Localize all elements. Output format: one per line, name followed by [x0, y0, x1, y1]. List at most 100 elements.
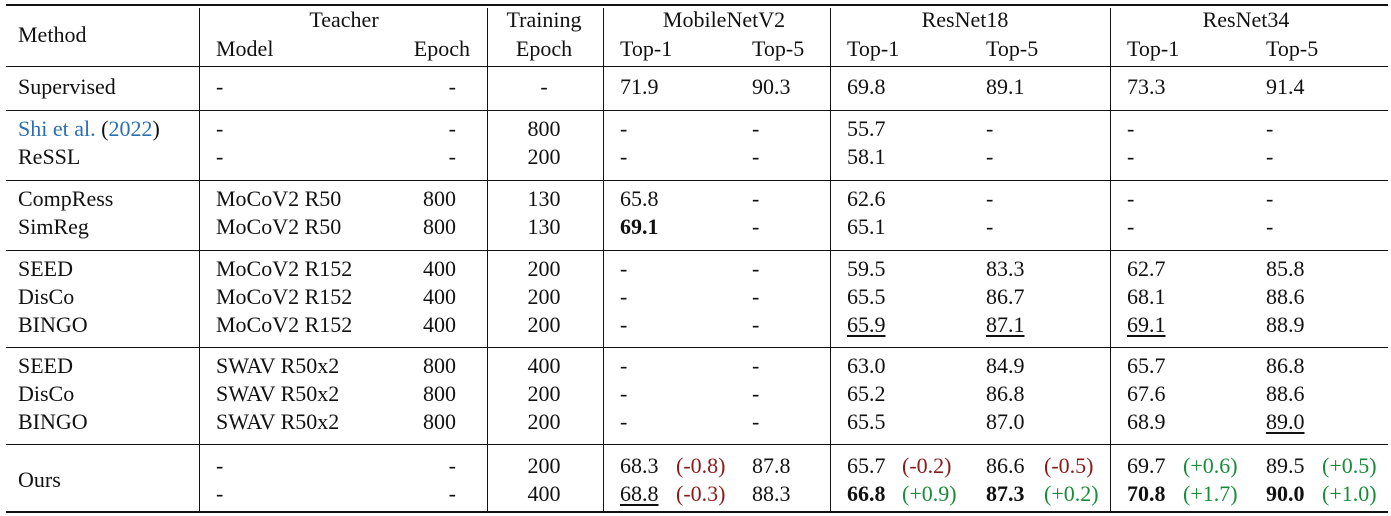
method-name: ReSSL: [18, 144, 81, 169]
training-epoch: 200: [527, 312, 561, 337]
header-top1: Top-1: [620, 36, 673, 61]
resnet34-top1-value: -: [1127, 144, 1135, 169]
method-name: SEED: [18, 256, 73, 281]
bottom-rule: [6, 511, 1388, 513]
header-resnet34: ResNet34: [1202, 7, 1290, 32]
resnet18-top1-value: 63.0: [847, 353, 886, 378]
resnet18-top1-value: 65.9: [847, 312, 886, 337]
training-epoch: 130: [527, 186, 561, 211]
delta-value: (+1.7): [1183, 481, 1238, 506]
teacher-epoch: 800: [423, 381, 456, 406]
teacher-model: MoCoV2 R152: [216, 312, 353, 337]
mobilenetv2-top5-value: -: [752, 116, 760, 141]
delta-value: (+0.2): [1044, 481, 1099, 506]
teacher-epoch: -: [448, 116, 456, 141]
mobilenetv2-top5-value: 90.3: [752, 74, 791, 99]
resnet34-top5-value: 89.0: [1266, 409, 1305, 434]
resnet34-top1-value: -: [1127, 214, 1135, 239]
resnet18-top5-value: 84.9: [986, 353, 1025, 378]
method-name: SimReg: [18, 214, 89, 239]
group-divider: [6, 180, 1388, 181]
column-divider: [487, 8, 488, 513]
mobilenetv2-top1-value: -: [620, 116, 628, 141]
resnet18-top1-value: 65.2: [847, 381, 886, 406]
resnet18-top1-value: 65.5: [847, 284, 886, 309]
delta-value: (+0.9): [902, 481, 957, 506]
training-epoch: 400: [527, 353, 561, 378]
teacher-epoch: 400: [423, 256, 456, 281]
teacher-epoch: 800: [423, 186, 456, 211]
teacher-model: -: [216, 144, 224, 169]
method-name: DisCo: [18, 284, 75, 309]
resnet18-top5-value: -: [986, 144, 994, 169]
header-resnet18: ResNet18: [921, 7, 1009, 32]
mobilenetv2-top1-value: -: [620, 256, 628, 281]
group-divider: [6, 347, 1388, 348]
mobilenetv2-top1-value: 68.8: [620, 481, 659, 506]
citation-year[interactable]: 2022: [108, 116, 153, 141]
resnet18-top1-value: 62.6: [847, 186, 886, 211]
resnet34-top5-value: -: [1266, 186, 1274, 211]
resnet18-top1-value: 65.7: [847, 453, 886, 478]
column-divider: [1110, 8, 1111, 513]
mobilenetv2-top5-value: -: [752, 214, 760, 239]
resnet18-top5-value: -: [986, 214, 994, 239]
resnet34-top5-value: -: [1266, 116, 1274, 141]
resnet34-top5-value: 85.8: [1266, 256, 1305, 281]
resnet18-top5-value: 83.3: [986, 256, 1025, 281]
header-model: Model: [216, 36, 274, 61]
resnet18-top1-value: 58.1: [847, 144, 886, 169]
mobilenetv2-top5-value: -: [752, 256, 760, 281]
resnet34-top5-value: 89.5: [1266, 453, 1305, 478]
teacher-epoch: 800: [423, 214, 456, 239]
group-divider: [6, 250, 1388, 251]
teacher-model: -: [216, 74, 224, 99]
resnet18-top5-value: -: [986, 186, 994, 211]
header-top5: Top-5: [752, 36, 805, 61]
delta-value: (+0.5): [1322, 453, 1377, 478]
resnet34-top5-value: 88.6: [1266, 381, 1305, 406]
training-epoch: 200: [527, 284, 561, 309]
mobilenetv2-top1-value: 69.1: [620, 214, 659, 239]
delta-value: (-0.2): [902, 453, 952, 478]
header-rule: [6, 66, 1388, 67]
resnet34-top5-value: 88.9: [1266, 312, 1305, 337]
method-name: Ours: [18, 467, 61, 492]
delta-value: (-0.3): [676, 481, 726, 506]
resnet34-top1-value: -: [1127, 116, 1135, 141]
resnet18-top1-value: 55.7: [847, 116, 886, 141]
mobilenetv2-top1-value: -: [620, 144, 628, 169]
mobilenetv2-top1-value: -: [620, 312, 628, 337]
teacher-epoch: 800: [423, 409, 456, 434]
teacher-model: SWAV R50x2: [216, 381, 340, 406]
header-mobilenetv2: MobileNetV2: [662, 7, 786, 32]
resnet18-top5-value: 86.6: [986, 453, 1025, 478]
training-epoch: 400: [527, 481, 561, 506]
training-epoch: -: [540, 74, 548, 99]
resnet18-top5-value: 87.3: [986, 481, 1025, 506]
header-method: Method: [18, 22, 87, 47]
teacher-model: MoCoV2 R152: [216, 284, 353, 309]
citation-paren: (: [95, 116, 109, 141]
mobilenetv2-top1-value: -: [620, 409, 628, 434]
resnet18-top5-value: 86.8: [986, 381, 1025, 406]
resnet34-top1-value: 68.1: [1127, 284, 1166, 309]
teacher-epoch: 400: [423, 284, 456, 309]
resnet34-top1-value: 70.8: [1127, 481, 1166, 506]
resnet34-top1-value: 69.1: [1127, 312, 1166, 337]
method-name: BINGO: [18, 312, 88, 337]
mobilenetv2-top5-value: -: [752, 284, 760, 309]
resnet18-top5-value: 86.7: [986, 284, 1025, 309]
training-epoch: 800: [527, 116, 561, 141]
teacher-epoch: -: [448, 144, 456, 169]
teacher-epoch: 400: [423, 312, 456, 337]
mobilenetv2-top5-value: -: [752, 144, 760, 169]
header-top5: Top-5: [986, 36, 1039, 61]
mobilenetv2-top1-value: -: [620, 381, 628, 406]
mobilenetv2-top1-value: 65.8: [620, 186, 659, 211]
citation-author[interactable]: Shi et al.: [18, 116, 96, 141]
mobilenetv2-top5-value: -: [752, 353, 760, 378]
resnet18-top1-value: 59.5: [847, 256, 886, 281]
resnet34-top1-value: -: [1127, 186, 1135, 211]
resnet34-top1-value: 68.9: [1127, 409, 1166, 434]
